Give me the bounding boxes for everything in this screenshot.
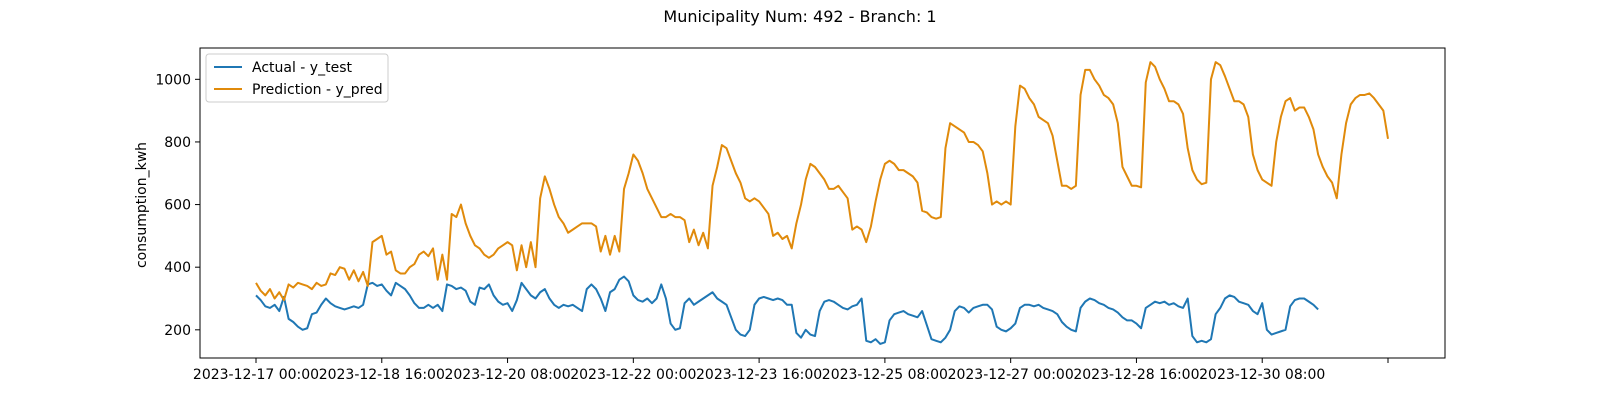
y-tick-label: 600 [164,198,191,214]
legend-label-1: Actual - y_test [252,60,352,76]
x-tick-label: 2023-12-17 00:00 [193,367,319,383]
legend-box [205,53,389,103]
y-tick-label: 400 [164,260,191,276]
series-line-2 [255,61,1389,302]
plot-frame [199,47,1446,359]
y-axis-label: consumption_kwh [134,142,150,268]
x-tick-label: 2023-12-30 08:00 [1199,367,1325,383]
chart-title: Municipality Num: 492 - Branch: 1 [663,7,936,26]
x-tick-label: 2023-12-27 00:00 [948,367,1074,383]
y-tick-label: 1000 [155,72,191,88]
legend-label-2: Prediction - y_pred [252,82,383,98]
x-tick-label: 2023-12-18 16:00 [319,367,445,383]
plot-area [255,61,1389,345]
y-tick-label: 800 [164,135,191,151]
x-tick-label: 2023-12-23 16:00 [696,367,822,383]
y-tick-label: 200 [164,323,191,339]
x-tick-label: 2023-12-28 16:00 [1073,367,1199,383]
x-tick-label: 2023-12-22 00:00 [570,367,696,383]
series-line-1 [255,275,1319,345]
x-tick-label: 2023-12-25 08:00 [822,367,948,383]
legend: Actual - y_test Prediction - y_pred [205,53,389,103]
x-tick-label: 2023-12-20 08:00 [444,367,570,383]
